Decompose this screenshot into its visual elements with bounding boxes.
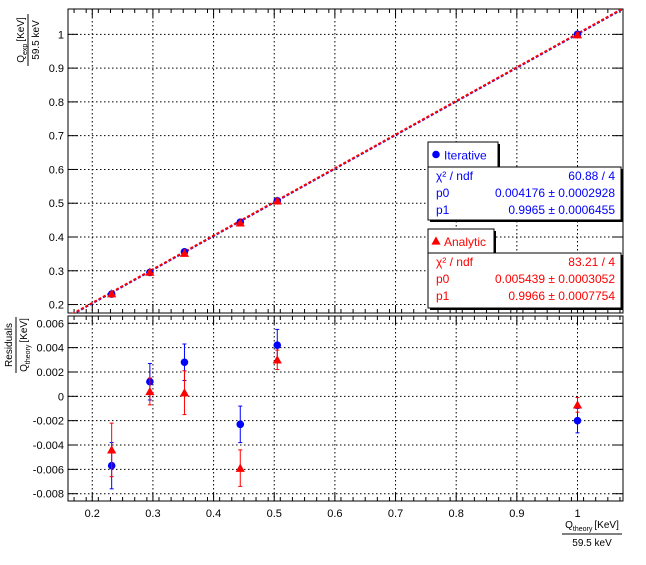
x-tick-label: 0.5 (267, 508, 282, 520)
stat-row-value: 0.004176 ± 0.0002928 (495, 186, 615, 200)
y-tick-label: -0.006 (33, 464, 64, 476)
plot-frame (67, 8, 624, 314)
x-label-main: Q (565, 520, 573, 531)
bottom-y-label-numerator: Residuals (4, 323, 15, 367)
stat-row-value: 0.9966 ± 0.0007754 (508, 289, 615, 303)
data-point (145, 267, 155, 276)
data-point (145, 386, 155, 396)
x-tick-label: 0.9 (509, 508, 524, 520)
x-tick-label: 0.2 (85, 508, 100, 520)
fit-line (72, 9, 623, 313)
x-tick-label: 0.6 (327, 508, 342, 520)
y-tick-label: 1 (58, 29, 64, 41)
y-tick-label: 0 (58, 391, 64, 403)
y-tick-label: 0.8 (49, 97, 64, 109)
x-tick-label: 0.8 (449, 508, 464, 520)
data-point (572, 30, 583, 39)
bottom-y-label-denominator: Qtheory[KeV] (19, 318, 32, 372)
top-y-label-main: Q (16, 55, 27, 63)
stat-box-body (427, 166, 622, 221)
stat-row-label: p0 (436, 272, 450, 286)
x-label-denominator: 59.5 keV (572, 538, 612, 549)
data-point (235, 463, 245, 472)
stat-box-title: Analytic (444, 235, 486, 249)
x-tick-label: 0.7 (388, 508, 403, 520)
bottom-y-axis-label: Residuals Qtheory[KeV] (4, 317, 32, 373)
x-tick-label: 0.3 (145, 508, 160, 520)
stat-box-iterative: Iterative χ² / ndf 60.88 / 4 p0 0.004176 ± 0… (427, 141, 623, 222)
stat-box-body (427, 252, 622, 309)
plot-frame (67, 315, 624, 502)
bottom-panel: 0.2 0.3 0.4 0.5 0.6 0.7 0.8 0.9 1 -0.008 -0.006 -0.… (33, 315, 624, 520)
y-tick-label: 0.004 (36, 343, 64, 355)
x-label-unit: [KeV] (594, 520, 619, 531)
top-y-axis-label: Qexp [KeV] 59.5 keV (16, 14, 42, 66)
top-y-label-unit: [KeV] (16, 17, 27, 42)
bottom-y-label-denom-main: Q (19, 364, 30, 372)
y-tick-label: 0.9 (49, 63, 64, 75)
stat-row-label: p1 (436, 289, 450, 303)
stat-row-value: 0.005439 ± 0.0003052 (495, 272, 615, 286)
data-point (272, 196, 282, 205)
stat-box-analytic: Analytic χ² / ndf 83.21 / 4 p0 0.005439 ± 0.… (427, 228, 623, 310)
plot-area (68, 316, 623, 501)
top-y-label-numerator: Qexp [KeV] (16, 17, 29, 63)
stat-row-label: χ² / ndf (436, 169, 474, 183)
axis-labels: Qexp[KeV] 59.5 keVResidualsQtheory[KeV]Qt… (4, 14, 622, 549)
data-point (432, 150, 440, 159)
stat-row-label: χ² / ndf (436, 255, 474, 269)
stat-box-title: Iterative (444, 149, 487, 163)
stat-row-label: p0 (436, 186, 450, 200)
y-tick-label: 0.2 (49, 300, 64, 312)
data-point (573, 416, 582, 425)
y-tick-label: 0.7 (49, 131, 64, 143)
top-y-label-sub: exp (22, 44, 29, 55)
x-axis-label: Qtheory [KeV] 59.5 keV (562, 520, 622, 549)
data-point (179, 388, 190, 397)
fit-lines (72, 9, 623, 313)
y-tick-label: 0.002 (36, 367, 64, 379)
x-tick-label: 1 (574, 508, 580, 520)
data-point (235, 218, 245, 227)
y-tick-label: -0.004 (33, 440, 64, 452)
y-tick-label: 0.4 (49, 232, 64, 244)
data-point (272, 355, 282, 364)
data-point (236, 420, 245, 429)
stat-box-title-frame (427, 228, 495, 254)
data-point (572, 400, 583, 409)
y-tick-label: 0.5 (49, 198, 64, 210)
x-label-numerator: Qtheory [KeV] (565, 520, 619, 533)
stat-row-value: 0.9965 ± 0.0006455 (508, 203, 615, 217)
data-point (180, 358, 189, 367)
data-point (179, 248, 190, 257)
x-tick-label: 0.4 (206, 508, 221, 520)
x-label-sub: theory (573, 526, 593, 533)
stat-row-value: 83.21 / 4 (568, 255, 615, 269)
bottom-y-label-unit: [KeV] (19, 318, 30, 343)
data-point (431, 236, 441, 245)
y-tick-label: 0.006 (36, 318, 64, 330)
stat-row-label: p1 (436, 203, 450, 217)
top-y-label-denominator: 59.5 keV (31, 20, 42, 60)
y-tick-label: 0.6 (49, 164, 64, 176)
y-tick-label: 0.3 (49, 266, 64, 278)
y-tick-label: -0.002 (33, 416, 64, 428)
stat-boxes: Iterative χ² / ndf 60.88 / 4 p0 0.004176 ± 0… (427, 141, 623, 310)
top-panel: 0.2 0.3 0.4 0.5 0.6 0.7 0.8 0.9 1 (49, 8, 624, 314)
data-point (107, 445, 117, 454)
y-tick-label: -0.008 (33, 489, 64, 501)
data-point (107, 289, 117, 298)
bottom-y-label-denom-sub: theory (25, 344, 32, 364)
data-point (273, 341, 282, 350)
stat-row-value: 60.88 / 4 (568, 169, 615, 183)
